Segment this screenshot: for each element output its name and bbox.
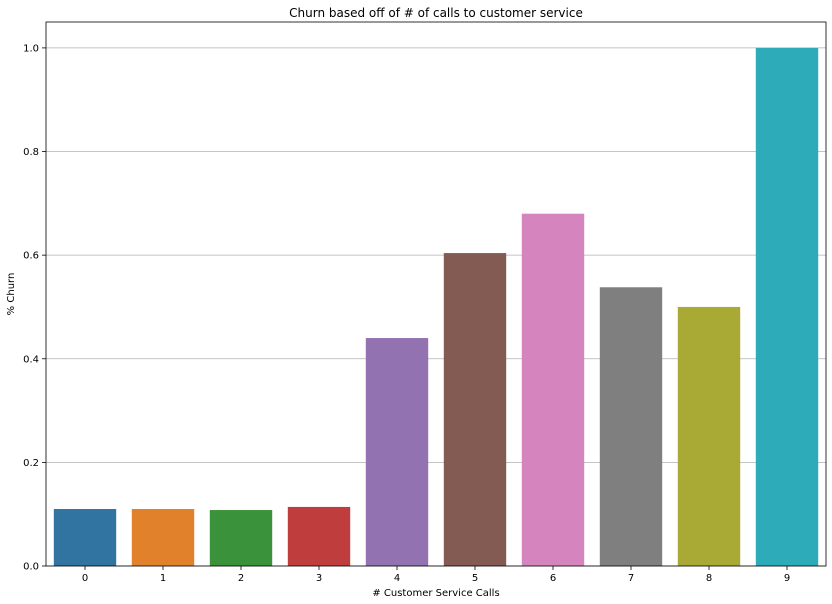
bar-0 (53, 509, 117, 566)
chart-title: Churn based off of # of calls to custome… (289, 6, 583, 20)
bar-7 (599, 287, 663, 566)
x-tick-label: 5 (472, 573, 478, 584)
bar-9 (755, 47, 819, 566)
axes (45, 21, 827, 567)
bar-8 (677, 306, 741, 566)
bar-2 (209, 510, 273, 566)
y-tick-label: 0.8 (23, 147, 39, 158)
y-tick-label: 0.4 (23, 354, 39, 365)
x-tick-label: 3 (316, 573, 322, 584)
y-tick-label: 0.0 (23, 562, 39, 573)
x-tick-label: 1 (160, 573, 166, 584)
bar-6 (521, 213, 585, 566)
x-ticks: 0 1 2 3 4 5 6 7 8 9 (82, 566, 790, 584)
x-tick-label: 6 (550, 573, 556, 584)
y-tick-label: 0.6 (23, 251, 39, 262)
x-tick-label: 7 (628, 573, 634, 584)
x-tick-label: 4 (394, 573, 400, 584)
x-tick-label: 2 (238, 573, 244, 584)
x-tick-label: 0 (82, 573, 88, 584)
bar-4 (365, 338, 429, 566)
x-tick-label: 9 (784, 573, 790, 584)
plot-frame (45, 21, 827, 567)
bar-3 (287, 506, 351, 566)
x-tick-label: 8 (706, 573, 712, 584)
bar-1 (131, 509, 195, 566)
bar-5 (443, 253, 507, 566)
bars (53, 47, 819, 566)
y-ticks: 0.0 0.2 0.4 0.6 0.8 1.0 (23, 43, 46, 573)
y-tick-label: 0.2 (23, 458, 39, 469)
x-axis-label: # Customer Service Calls (372, 588, 499, 599)
y-tick-label: 1.0 (23, 43, 39, 54)
y-axis-label: % Churn (6, 273, 17, 316)
